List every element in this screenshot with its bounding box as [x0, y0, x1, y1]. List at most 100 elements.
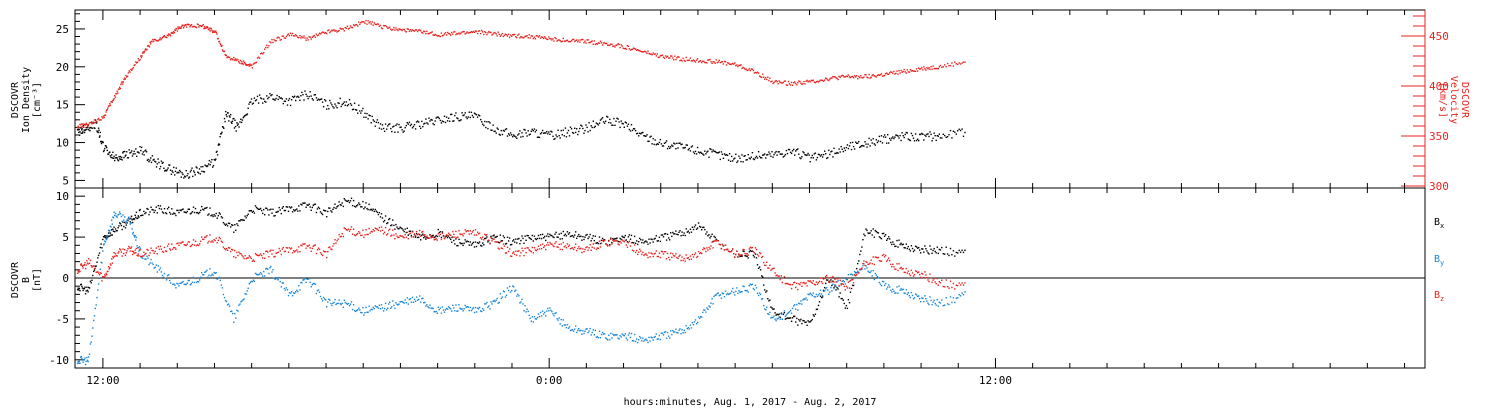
bz-series-point [958, 282, 960, 284]
bx-series-point [184, 211, 186, 213]
bx-series-point [268, 214, 270, 216]
bz-series-point [570, 247, 573, 249]
density-series-point [239, 121, 241, 123]
bz-series-point [932, 279, 934, 281]
velocity-series-point [293, 35, 295, 37]
bz-series-point [704, 248, 706, 250]
bx-series-point [702, 226, 704, 229]
bx-series-point [750, 250, 752, 252]
by-series-point [840, 282, 842, 285]
by-series-point [375, 306, 377, 308]
by-series-point [875, 274, 877, 276]
bz-series-point [766, 261, 768, 263]
density-series-point [711, 151, 713, 153]
density-series-point [736, 161, 738, 164]
density-series-point [429, 120, 431, 122]
by-series-point [371, 308, 373, 311]
bz-series-point [172, 248, 174, 250]
bz-series-point [580, 247, 582, 250]
bx-series-point [330, 210, 332, 212]
by-series-point [872, 269, 874, 272]
density-series-point [406, 122, 408, 124]
bx-series-point [774, 312, 776, 314]
bx-series-point [768, 300, 770, 302]
by-series-point [176, 282, 178, 285]
velocity-series-point [111, 101, 113, 103]
density-series-point [155, 161, 157, 163]
bz-series-point [364, 234, 366, 236]
bz-series-point [524, 247, 526, 250]
by-series-point [622, 334, 624, 336]
velocity-series-point [609, 44, 611, 46]
bz-series-point [418, 233, 420, 235]
bx-series-point [377, 213, 380, 216]
velocity-series-point [549, 37, 551, 40]
by-series-point [812, 292, 814, 294]
velocity-series-point [216, 33, 218, 35]
density-series-point [319, 98, 322, 101]
bz-series-point [201, 236, 203, 238]
bz-series-point [408, 233, 411, 235]
bx-series-point [870, 230, 872, 232]
by-series-point [837, 280, 839, 282]
bz-series-point [110, 264, 112, 266]
bz-series-point [839, 279, 841, 282]
velocity-series-point [443, 33, 446, 35]
density-series-point [224, 120, 226, 123]
by-series-point [202, 274, 204, 276]
velocity-series-point [796, 84, 798, 86]
density-series-point [185, 170, 187, 172]
velocity-series-point [283, 37, 286, 39]
bx-series-point [220, 216, 223, 218]
density-series-point [537, 136, 540, 138]
velocity-series-point [896, 70, 898, 72]
velocity-series-point [211, 30, 213, 32]
bx-series-point [131, 219, 133, 221]
bz-series-point [357, 232, 359, 235]
bz-series-point [342, 235, 344, 238]
density-series-point [145, 151, 148, 153]
bx-series-point [570, 235, 573, 237]
density-series-point [819, 155, 822, 157]
density-series-point [580, 124, 582, 126]
bx-series-point [424, 235, 426, 238]
velocity-series-point [344, 26, 346, 29]
velocity-series-point [908, 71, 911, 73]
bx-series-point [927, 252, 929, 254]
velocity-series-point [238, 62, 241, 64]
velocity-series-point [422, 32, 424, 34]
by-series-point [168, 274, 170, 276]
bz-series-point [715, 240, 717, 242]
density-series-point [679, 142, 681, 144]
density-series-point [491, 129, 493, 131]
density-series-point [371, 115, 373, 118]
by-series-point [246, 290, 248, 292]
bz-series-point [84, 262, 86, 264]
bx-series-point [547, 233, 549, 235]
velocity-series-point [256, 57, 259, 59]
bx-series-point [216, 217, 218, 219]
velocity-series-point [691, 60, 694, 62]
bx-series-point [284, 209, 287, 212]
by-series-point [187, 279, 189, 282]
density-series-point [461, 112, 463, 114]
density-series-point [247, 107, 249, 109]
bx-series-point [146, 207, 148, 210]
by-series-point [207, 276, 209, 278]
bx-series-point [272, 208, 274, 210]
bz-series-point [108, 268, 110, 270]
bx-series-point [157, 205, 159, 207]
density-series-point [564, 127, 567, 129]
by-series-point [156, 271, 158, 273]
bz-series-point [564, 245, 567, 247]
density-series-point [735, 153, 737, 155]
density-series-point [369, 115, 371, 117]
bx-series-point [879, 237, 882, 239]
bx-series-point [839, 292, 841, 294]
bz-series-point [533, 247, 536, 249]
bz-series-point [415, 231, 418, 233]
velocity-series-point [139, 59, 141, 61]
velocity-series-point [603, 42, 606, 44]
bz-series-point [942, 285, 944, 288]
